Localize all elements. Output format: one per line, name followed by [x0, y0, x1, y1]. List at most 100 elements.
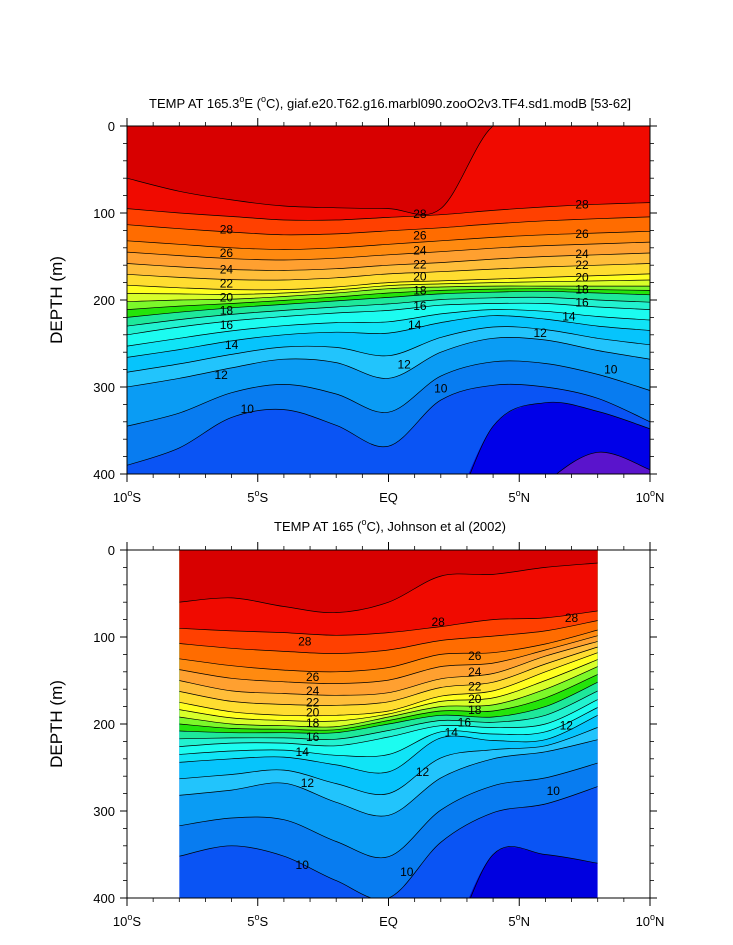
contour-label: 24	[220, 263, 234, 277]
contour-label: 14	[562, 310, 576, 324]
contour-label: 28	[565, 611, 579, 625]
isotherm-line-22	[179, 652, 598, 717]
isotherm-band-15	[179, 699, 598, 757]
y-tick-label: 200	[93, 717, 115, 732]
axis-layer: 0 100 200 300 400 10oS 5oS EQ 5oN 10oN	[93, 118, 664, 505]
contour-label: 22	[468, 680, 482, 694]
contour-label: 14	[408, 318, 422, 332]
isotherm-line-25	[127, 241, 650, 261]
isotherm-band-29	[179, 550, 598, 613]
isotherm-line-28	[179, 610, 598, 636]
x-tick-label: EQ	[379, 490, 398, 505]
contour-label: 24	[306, 684, 320, 698]
isotherm-line-19	[127, 288, 650, 310]
y-tick-label: 0	[108, 119, 115, 134]
contour-label: 24	[575, 247, 589, 261]
isotherm-line-13	[127, 326, 650, 373]
isotherm-line-20	[179, 666, 598, 728]
contour-label: 22	[220, 276, 234, 290]
isotherm-line-14	[127, 315, 650, 358]
contour-line-layer	[179, 562, 598, 898]
isotherm-line-9	[470, 846, 598, 898]
isotherm-line-27	[179, 620, 598, 654]
contour-label: 16	[458, 715, 472, 729]
isotherm-line-16	[179, 699, 598, 747]
panel-title: TEMP AT 165 (oC), Johnson et al (2002)	[274, 517, 506, 534]
isotherm-line-27	[127, 216, 650, 236]
isotherm-line-29	[179, 562, 598, 614]
contour-label: 16	[575, 296, 589, 310]
contour-label: 10	[604, 363, 618, 377]
contour-label: 10	[241, 402, 255, 416]
isotherm-line-13	[179, 727, 598, 795]
isotherm-band-27	[127, 202, 650, 235]
contour-label: 26	[306, 670, 320, 684]
y-tick-label: 400	[93, 891, 115, 906]
y-axis-label: DEPTH (m)	[47, 256, 66, 344]
isotherm-line-10	[127, 383, 650, 466]
contour-label: 26	[413, 229, 427, 243]
contour-label: 22	[413, 257, 427, 271]
isotherm-line-17	[127, 296, 650, 327]
contour-label: 22	[306, 695, 320, 709]
contour-label: 26	[468, 649, 482, 663]
isotherm-line-21	[179, 659, 598, 722]
y-tick-label: 100	[93, 206, 115, 221]
x-tick-label: 10oS	[113, 912, 141, 929]
contour-label: 16	[306, 730, 320, 744]
isotherm-line-23	[127, 263, 650, 281]
contour-label: 28	[298, 634, 312, 648]
isotherm-line-15	[179, 707, 598, 758]
contour-label: 10	[296, 858, 310, 872]
x-tick-label: 5oN	[508, 488, 530, 505]
panel-model: TEMP AT 165.3oE (oC), giaf.e20.T62.g16.m…	[47, 94, 664, 505]
contour-label: 18	[220, 303, 234, 317]
x-tick-label: 5oS	[247, 912, 268, 929]
isotherm-band-11	[179, 739, 598, 858]
isotherm-band-27	[179, 610, 598, 654]
contour-label: 12	[533, 326, 547, 340]
contour-label: 10	[434, 382, 448, 396]
contour-label: 18	[468, 703, 482, 717]
isotherm-line-11	[179, 762, 598, 859]
isotherm-line-26	[127, 230, 650, 250]
contour-label: 12	[214, 368, 228, 382]
contour-label: 12	[398, 357, 412, 371]
contour-label: 12	[560, 719, 574, 733]
isotherm-line-24	[127, 252, 650, 271]
contour-label: 10	[400, 865, 414, 879]
contour-line-layer	[127, 126, 650, 474]
isotherm-line-12	[179, 739, 598, 817]
isotherm-line-14	[179, 714, 598, 774]
isotherm-line-21	[127, 279, 650, 295]
x-tick-label: 10oN	[636, 912, 665, 929]
isotherm-line-19	[179, 674, 598, 731]
isotherm-band-17	[179, 682, 598, 740]
contour-label: 16	[413, 299, 427, 313]
y-tick-label: 100	[93, 630, 115, 645]
contour-label: 18	[413, 283, 427, 297]
isotherm-line-28	[127, 202, 650, 221]
contour-label: 24	[468, 665, 482, 679]
isotherm-band-17	[127, 291, 650, 327]
isotherm-line-12	[127, 337, 650, 388]
isotherm-line-25	[179, 635, 598, 684]
y-tick-label: 300	[93, 380, 115, 395]
axis-layer: 0 100 200 300 400 10oS 5oS EQ 5oN 10oN	[93, 542, 664, 929]
isotherm-band-19	[179, 666, 598, 731]
contour-label: 20	[306, 706, 320, 720]
x-tick-label: EQ	[379, 914, 398, 929]
isotherm-line-20	[127, 285, 650, 303]
isotherm-band-19	[127, 286, 650, 310]
isotherm-band-13	[179, 715, 598, 795]
y-tick-label: 400	[93, 467, 115, 482]
contour-label: 20	[575, 270, 589, 284]
contour-label: 24	[413, 243, 427, 257]
isotherm-band-23	[127, 253, 650, 281]
y-tick-label: 300	[93, 804, 115, 819]
contour-label: 14	[296, 745, 310, 759]
isotherm-line-17	[179, 690, 598, 740]
contour-label: 26	[220, 246, 234, 260]
